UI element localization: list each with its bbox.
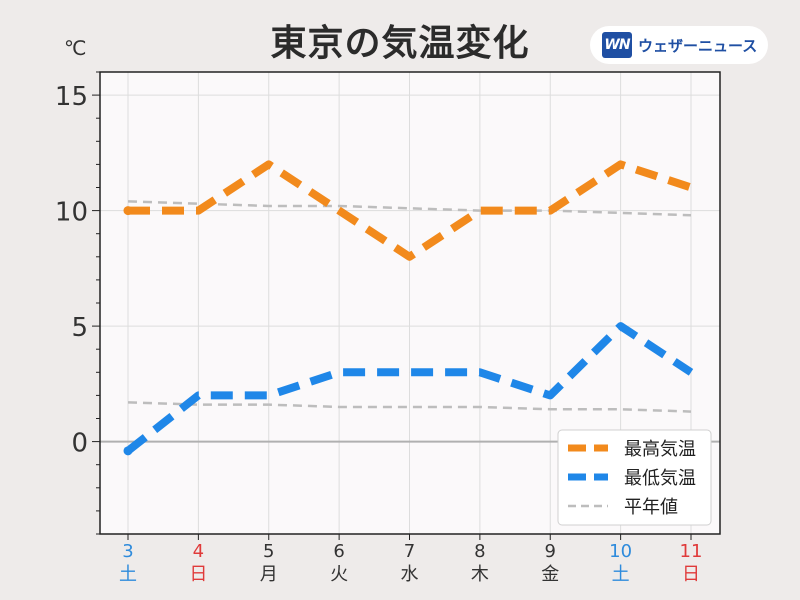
legend-label: 最低気温: [624, 468, 696, 489]
x-tick-label-weekday: 金: [541, 564, 559, 585]
x-tick-label-day: 5: [263, 541, 274, 562]
x-tick-label-day: 9: [545, 541, 556, 562]
x-tick-label-weekday: 木: [471, 564, 489, 585]
legend-label: 平年値: [624, 497, 678, 518]
y-axis-unit: ℃: [64, 36, 87, 60]
data-point-high: [123, 206, 133, 216]
chart-title: 東京の気温変化: [270, 23, 530, 64]
x-tick-label-day: 4: [193, 541, 204, 562]
x-tick-label-day: 7: [404, 541, 415, 562]
brand-logo-icon: WN: [602, 32, 632, 58]
y-tick-label: 0: [71, 429, 88, 459]
series-line-normal: [127, 200, 692, 217]
series-line-low: [125, 322, 694, 454]
x-tick-label-day: 11: [680, 541, 703, 562]
data-point-low: [123, 446, 133, 456]
y-tick-label: 10: [55, 198, 88, 228]
y-tick-label: 5: [71, 313, 88, 343]
legend-label: 最高気温: [624, 439, 696, 460]
plot-frame: [99, 71, 721, 535]
x-tick-label-weekday: 日: [189, 564, 207, 585]
series-line-normal: [127, 401, 692, 413]
x-tick-label-weekday: 火: [330, 564, 348, 585]
x-tick-label-weekday: 日: [682, 564, 700, 585]
x-tick-label-weekday: 月: [260, 564, 278, 585]
y-tick-label: 15: [55, 82, 88, 112]
x-tick-label-weekday: 土: [612, 564, 630, 585]
x-tick-label-day: 6: [333, 541, 344, 562]
x-tick-label-weekday: 土: [119, 564, 137, 585]
legend-box: [557, 429, 712, 526]
x-tick-label-day: 3: [122, 541, 133, 562]
brand-badge: WN ウェザーニュース: [590, 26, 768, 64]
x-tick-label-day: 8: [474, 541, 485, 562]
brand-name: ウェザーニュース: [638, 36, 758, 55]
x-tick-label-weekday: 水: [401, 564, 419, 585]
x-tick-label-day: 10: [609, 541, 632, 562]
